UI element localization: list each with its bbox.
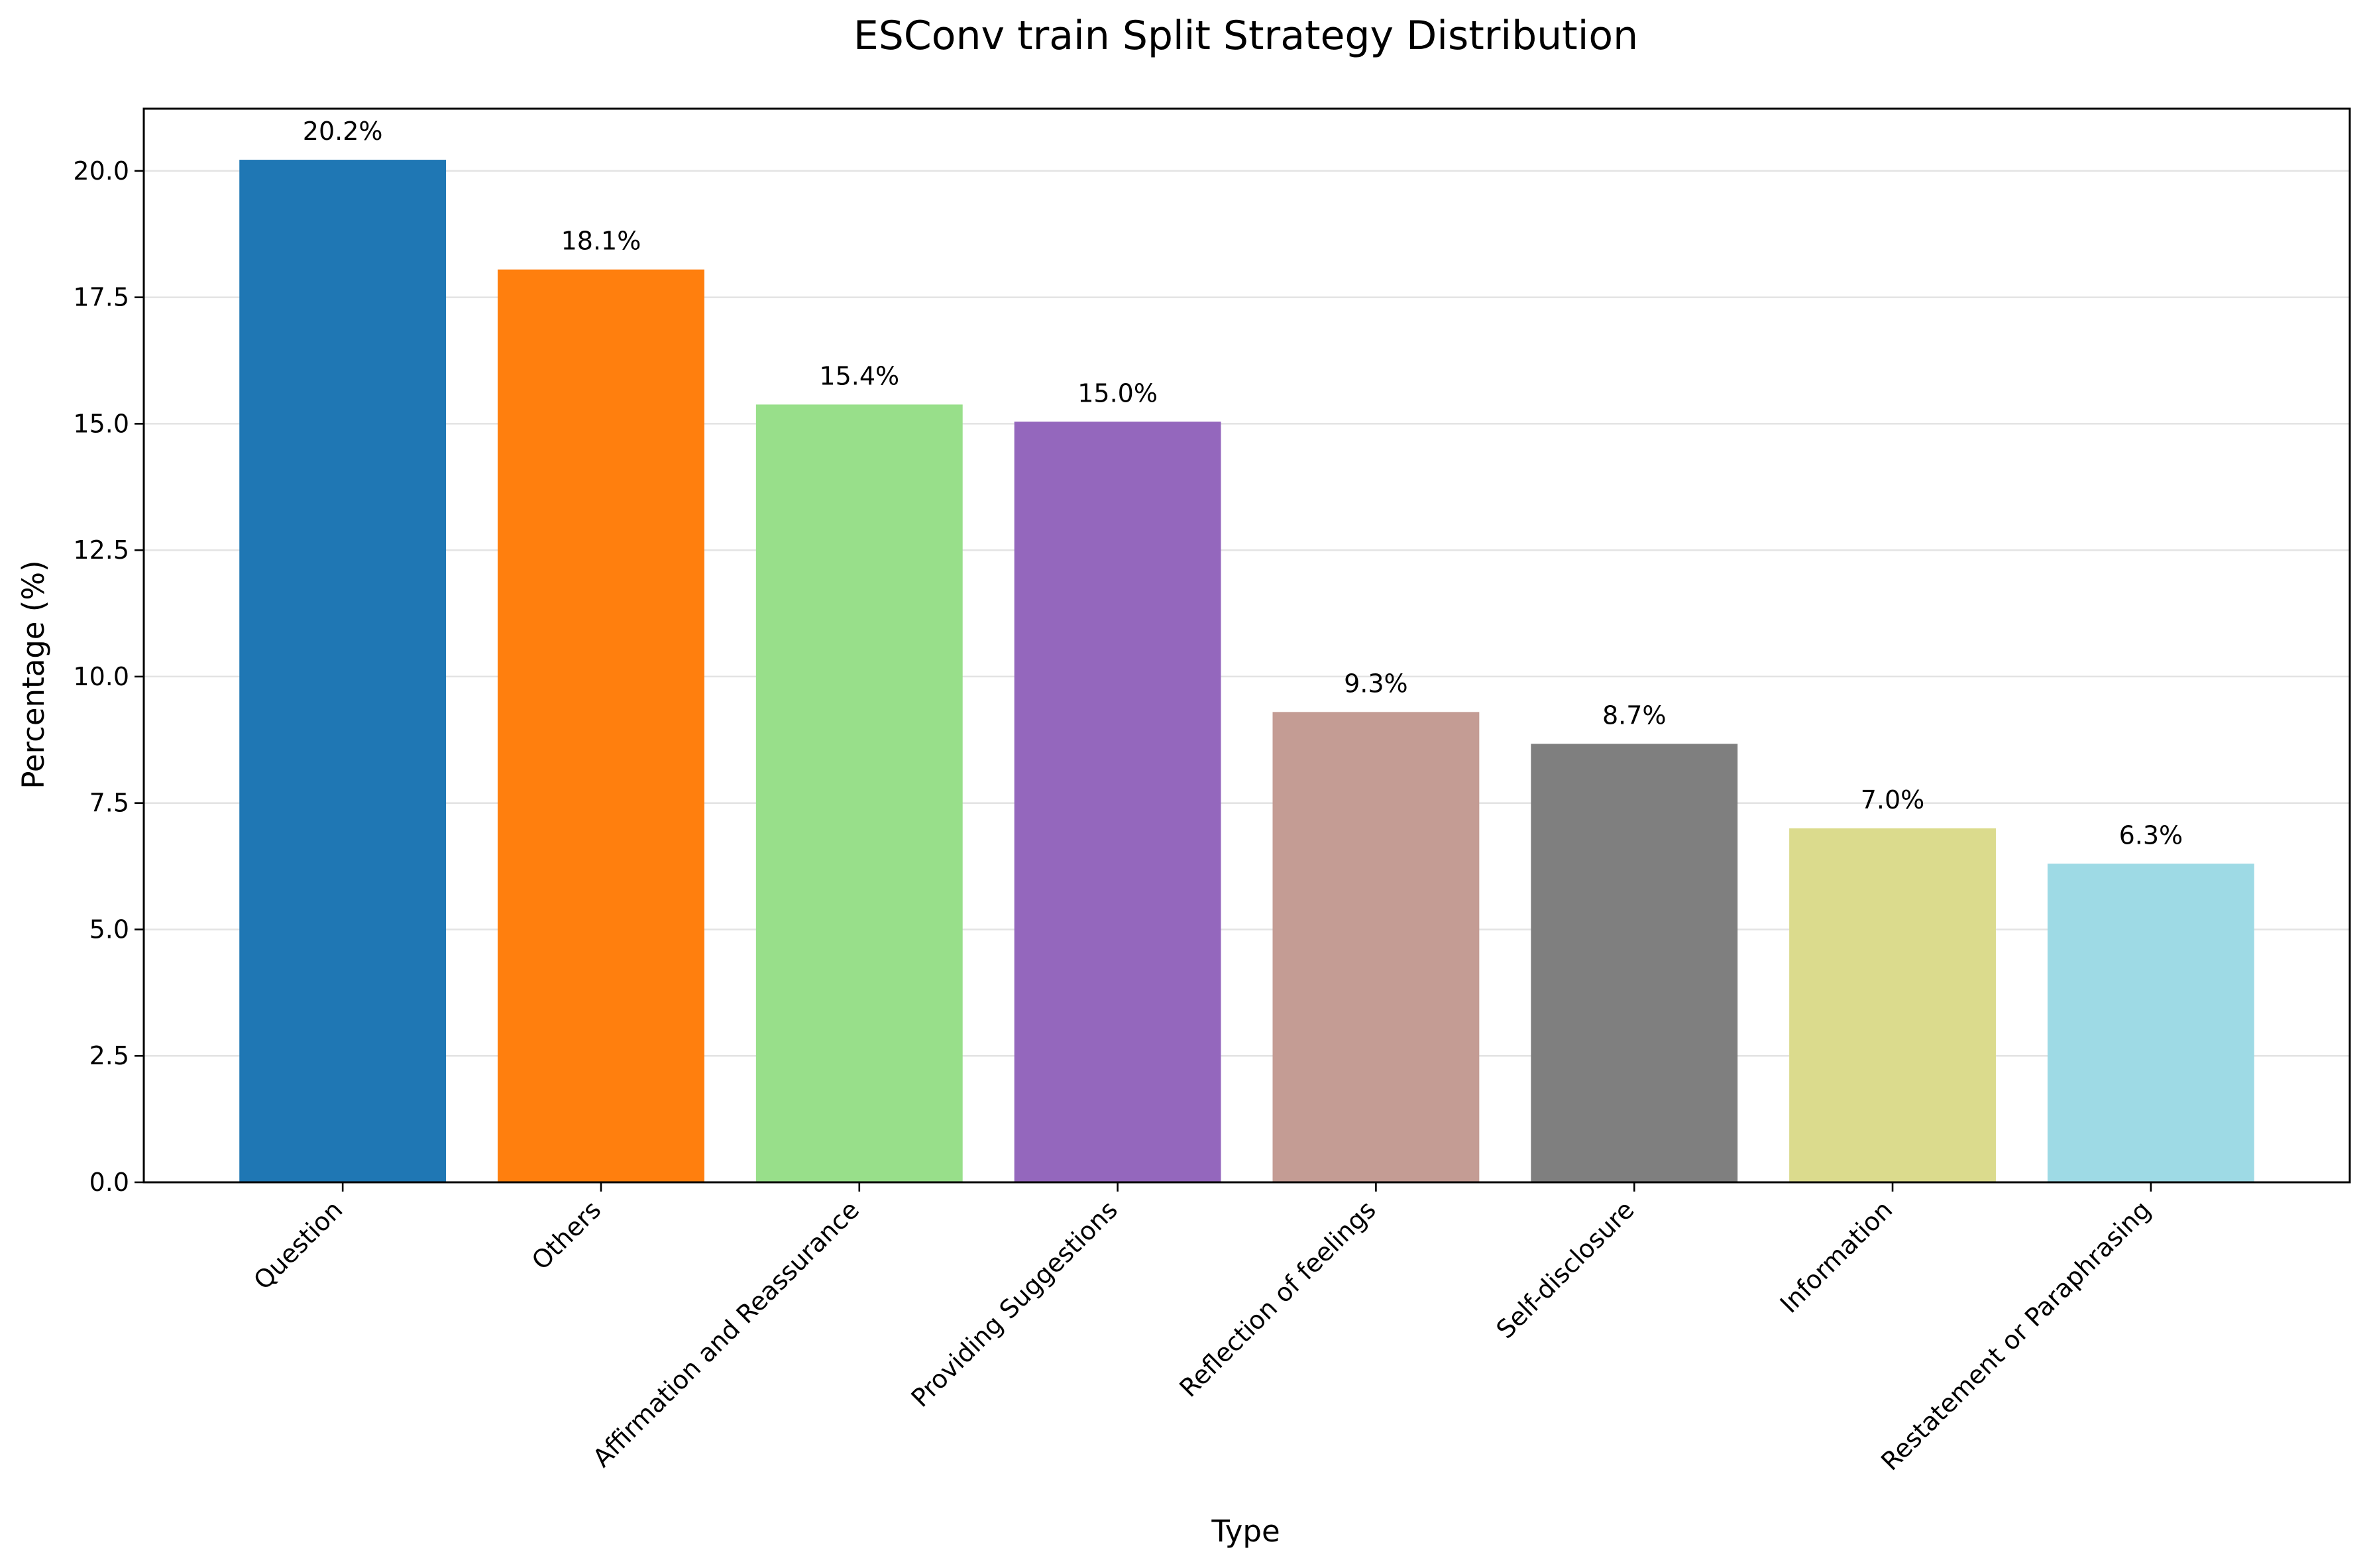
x-tick-label: Information: [1775, 1195, 1899, 1319]
bar-value-label: 7.0%: [1861, 785, 1925, 814]
bar: [1531, 744, 1738, 1182]
bar: [1272, 712, 1480, 1182]
x-axis-label: Type: [1211, 1514, 1280, 1549]
x-tick-label: Affirmation and Reassurance: [587, 1195, 865, 1473]
bar-value-label: 18.1%: [561, 227, 641, 256]
chart-title: ESConv train Split Strategy Distribution: [853, 13, 1638, 59]
y-tick-label: 17.5: [73, 283, 129, 312]
y-tick-label: 20.0: [73, 156, 129, 186]
y-tick-label: 12.5: [73, 535, 129, 565]
y-axis-ticks: 0.0 2.5 5.0 7.5 10.0 12.5 15.0 17.5 20.0: [73, 156, 144, 1197]
x-tick-label: Reflection of feelings: [1174, 1195, 1381, 1402]
bar: [1014, 421, 1221, 1182]
bars: [239, 160, 2254, 1182]
bar: [2047, 864, 2254, 1182]
bar: [239, 160, 447, 1182]
bar-value-label: 8.7%: [1602, 700, 1667, 730]
y-tick-label: 5.0: [89, 915, 129, 944]
bar: [1789, 828, 1996, 1182]
bar-value-label: 20.2%: [303, 117, 383, 146]
bar-value-labels: 20.2% 18.1% 15.4% 15.0% 9.3% 8.7% 7.0% 6.3%: [303, 117, 2183, 850]
x-tick-label: Question: [248, 1195, 348, 1295]
bar: [498, 269, 704, 1182]
x-tick-label: Providing Suggestions: [905, 1195, 1123, 1412]
y-axis-label: Percentage (%): [16, 560, 51, 789]
bar: [755, 404, 963, 1182]
y-tick-label: 10.0: [73, 662, 129, 691]
x-tick-label: Restatement or Paraphrasing: [1875, 1195, 2156, 1476]
bar-value-label: 15.0%: [1077, 378, 1158, 408]
bar-value-label: 9.3%: [1344, 669, 1408, 698]
gridlines: [144, 170, 2350, 1184]
y-tick-label: 15.0: [73, 409, 129, 438]
y-tick-label: 2.5: [89, 1041, 129, 1070]
y-tick-label: 0.0: [89, 1168, 129, 1197]
y-tick-label: 7.5: [89, 789, 129, 818]
x-tick-label: Others: [526, 1195, 606, 1275]
bar-value-label: 15.4%: [819, 361, 899, 390]
bar-value-label: 6.3%: [2119, 820, 2183, 850]
plot-frame: [142, 107, 2351, 1184]
x-tick-label: Self-disclosure: [1491, 1195, 1640, 1344]
